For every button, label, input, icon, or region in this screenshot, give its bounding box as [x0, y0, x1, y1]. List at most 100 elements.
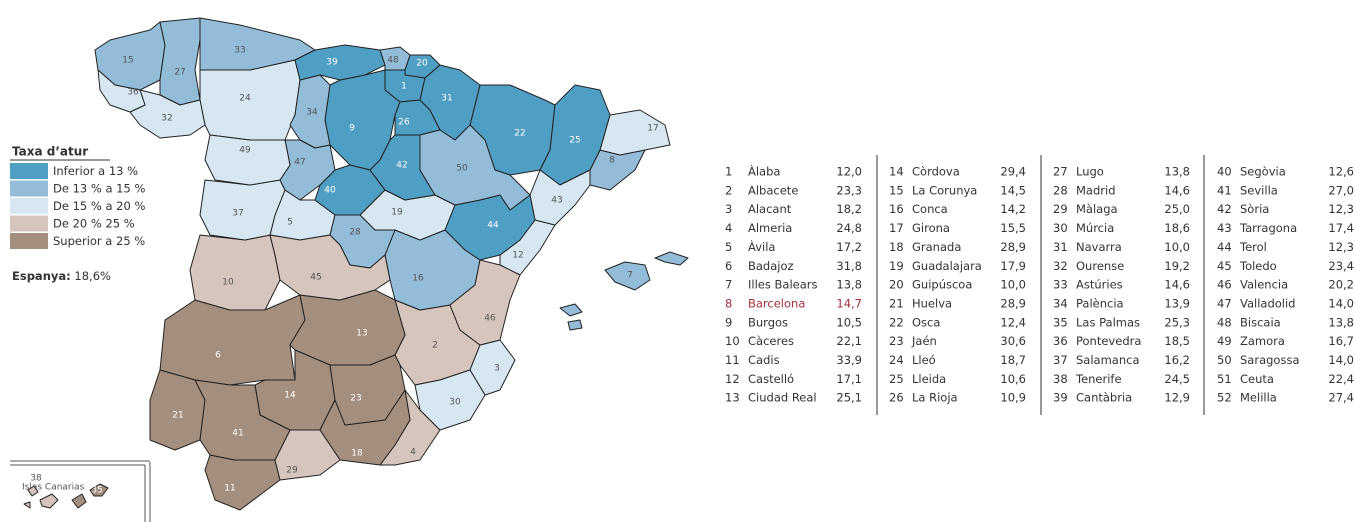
table-number: 26	[889, 391, 904, 405]
table-value: 14,6	[1164, 183, 1190, 197]
table-number: 33	[1053, 278, 1068, 292]
table-value: 10,9	[1000, 391, 1026, 405]
table-value: 20,2	[1328, 278, 1354, 292]
province	[449, 259, 521, 346]
province	[599, 109, 671, 156]
table-number: 9	[725, 315, 732, 329]
table-value: 27,4	[1328, 391, 1354, 405]
table-value: 22,1	[836, 334, 862, 348]
province-number: 5	[287, 218, 293, 228]
table-name: Sevilla	[1240, 183, 1278, 197]
table-name: Valencia	[1240, 278, 1288, 292]
table-number: 11	[725, 353, 740, 367]
table-name: Madrid	[1076, 183, 1116, 197]
province-number: 47	[294, 158, 305, 168]
table-value: 25,1	[836, 391, 862, 405]
table-name: Pontevedra	[1076, 334, 1141, 348]
table-name: Guadalajara	[912, 259, 982, 273]
table-value: 29,4	[1000, 165, 1026, 179]
province	[89, 483, 109, 497]
province	[194, 379, 291, 461]
table-value: 17,2	[836, 240, 862, 254]
table-name: Cadis	[748, 353, 780, 367]
table-value: 23,4	[1328, 259, 1354, 273]
province-number: 7	[627, 271, 633, 281]
table-number: 42	[1217, 202, 1232, 216]
table-value: 10,0	[1000, 278, 1026, 292]
legend-swatch	[10, 163, 48, 179]
table-number: 39	[1053, 391, 1068, 405]
table-number: 30	[1053, 221, 1068, 235]
table-name: Segòvia	[1240, 165, 1286, 179]
province-number: 23	[350, 394, 361, 404]
province	[539, 84, 611, 186]
table-name: Lugo	[1076, 165, 1104, 179]
table-number: 3	[725, 202, 732, 216]
table-number: 17	[889, 221, 904, 235]
province-number: 16	[412, 274, 424, 284]
table-value: 18,7	[1000, 353, 1026, 367]
table-value: 18,5	[1164, 334, 1190, 348]
table-value: 14,7	[836, 296, 862, 310]
table-value: 27,0	[1328, 183, 1354, 197]
table-name: Ciudad Real	[748, 391, 817, 405]
table-value: 16,7	[1328, 334, 1354, 348]
table-value: 10,0	[1164, 240, 1190, 254]
table-number: 34	[1053, 296, 1068, 310]
province-number: 39	[326, 58, 338, 68]
table-value: 12,9	[1164, 391, 1190, 405]
province	[23, 501, 31, 509]
table-name: Alacant	[748, 202, 792, 216]
table-number: 31	[1053, 240, 1068, 254]
province-number: 22	[514, 129, 525, 139]
table-name: Barcelona	[748, 296, 805, 310]
table-name: Astúries	[1076, 278, 1123, 292]
table-name: Àvila	[748, 239, 775, 254]
province-number: 46	[484, 314, 496, 324]
province-number: 42	[396, 161, 407, 171]
table-number: 19	[889, 259, 904, 273]
table-number: 7	[725, 278, 732, 292]
province	[39, 493, 59, 509]
table-name: Osca	[912, 315, 940, 329]
legend-swatch	[10, 180, 48, 197]
table-number: 40	[1217, 165, 1232, 179]
province-number: 21	[172, 411, 183, 421]
table-name: Tarragona	[1239, 221, 1297, 235]
table-number: 38	[1053, 372, 1068, 386]
canary-inset: Islas Canarias	[10, 460, 151, 522]
table-name: Cantàbria	[1076, 391, 1132, 405]
table-number: 4	[725, 221, 732, 235]
province	[204, 134, 291, 186]
table-number: 22	[889, 315, 904, 329]
table-name: Toledo	[1239, 259, 1277, 273]
table-name: Albacete	[748, 183, 798, 197]
province	[189, 234, 281, 311]
table-number: 16	[889, 202, 904, 216]
table-number: 15	[889, 183, 904, 197]
table-value: 15,5	[1000, 221, 1026, 235]
table-name: Valladolid	[1240, 296, 1295, 310]
table-number: 23	[889, 334, 904, 348]
province	[314, 164, 386, 216]
province-number: 15	[122, 56, 133, 66]
province-number: 33	[234, 46, 245, 56]
table-name: Girona	[912, 221, 950, 235]
table-value: 17,9	[1000, 259, 1026, 273]
province-number: 4	[410, 448, 416, 458]
table-name: Terol	[1239, 240, 1267, 254]
province	[567, 319, 583, 331]
table-name: Conca	[912, 202, 948, 216]
national-label: Espanya:	[12, 269, 71, 283]
table-number: 6	[725, 259, 732, 273]
province-number: 25	[569, 136, 580, 146]
province-number: 50	[456, 164, 468, 174]
province-number: 3	[494, 364, 500, 374]
table-value: 17,4	[1328, 221, 1354, 235]
table-number: 2	[725, 183, 732, 197]
province-number: 31	[441, 94, 452, 104]
province-number: 49	[239, 146, 251, 156]
province-number: 10	[222, 278, 234, 288]
table-name: Badajoz	[748, 259, 794, 273]
table-name: Àlaba	[748, 164, 780, 179]
